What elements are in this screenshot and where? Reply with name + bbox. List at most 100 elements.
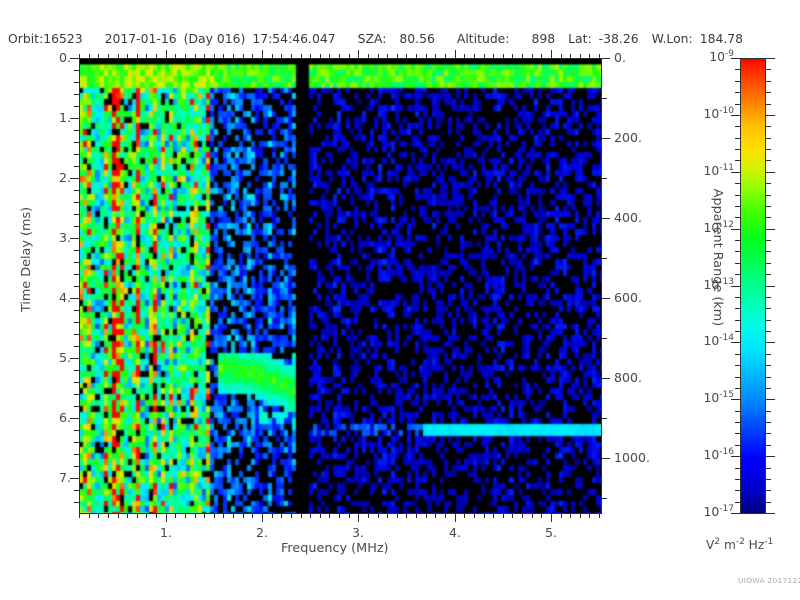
x-axis-minor-tick xyxy=(320,513,321,518)
day-of-year: (Day 016) xyxy=(183,31,246,46)
x-axis-top-tick xyxy=(512,54,513,58)
x-axis-top-tick xyxy=(146,54,147,58)
colorbar-minor-tick-right xyxy=(766,365,771,366)
colorbar-major-tick-left xyxy=(731,229,740,230)
x-axis-minor-tick xyxy=(108,513,109,518)
colorbar-tick-label: 10-14 xyxy=(703,332,734,348)
y-axis-left-minor-tick xyxy=(74,490,79,491)
colorbar-tick-label: 10-15 xyxy=(703,389,734,405)
colorbar-major-tick-right xyxy=(766,58,775,59)
colorbar-major-tick-right xyxy=(766,342,775,343)
x-axis-top-tick xyxy=(435,54,436,58)
altitude-value: 898 xyxy=(531,31,556,46)
y-axis-left-minor-tick xyxy=(74,370,79,371)
x-axis-top-tick xyxy=(127,54,128,58)
y-axis-left-tick-label: 7. xyxy=(58,470,71,485)
x-axis-title: Frequency (MHz) xyxy=(281,541,389,556)
colorbar-minor-tick-right xyxy=(766,69,771,70)
colorbar-minor-tick-right xyxy=(766,377,771,378)
x-axis-minor-tick xyxy=(426,513,427,518)
y-axis-left-minor-tick xyxy=(74,454,79,455)
x-axis-minor-tick xyxy=(397,513,398,518)
colorbar-tick-label: 10-10 xyxy=(703,105,734,121)
colorbar-border-right xyxy=(765,58,766,514)
x-axis-top-tick xyxy=(561,54,562,58)
x-axis-minor-tick xyxy=(127,513,128,518)
colorbar-minor-tick-left xyxy=(735,104,740,105)
x-axis-minor-tick xyxy=(464,513,465,518)
colorbar-minor-tick-right xyxy=(766,263,771,264)
colorbar-minor-tick-left xyxy=(735,69,740,70)
x-axis-minor-tick xyxy=(339,513,340,518)
y-axis-left-tick-label: 5. xyxy=(58,350,71,365)
y-axis-left-minor-tick xyxy=(74,190,79,191)
x-axis-top-tick xyxy=(98,54,99,58)
colorbar-border-left xyxy=(740,58,741,514)
colorbar-minor-tick-left xyxy=(735,263,740,264)
y-axis-left-minor-tick xyxy=(74,250,79,251)
colorbar-minor-tick-right xyxy=(766,195,771,196)
y-axis-right-minor-tick xyxy=(601,498,607,499)
colorbar-minor-tick-right xyxy=(766,445,771,446)
y-axis-right-title: Apparent Range (km) xyxy=(710,188,726,327)
colorbar-minor-tick-left xyxy=(735,422,740,423)
x-axis-top-tick xyxy=(580,54,581,58)
x-axis-top-tick xyxy=(166,50,167,58)
x-axis-minor-tick xyxy=(118,513,119,518)
colorbar-tick-label: 10-13 xyxy=(703,276,734,292)
y-axis-left-minor-tick xyxy=(74,130,79,131)
y-axis-right-major-tick xyxy=(601,138,610,139)
colorbar-tick-label: 10-11 xyxy=(703,162,734,178)
colorbar-minor-tick-left xyxy=(735,183,740,184)
colorbar-minor-tick-left xyxy=(735,433,740,434)
x-axis-minor-tick xyxy=(387,513,388,518)
y-axis-left-minor-tick xyxy=(74,70,79,71)
x-axis-top-tick xyxy=(204,54,205,58)
y-axis-left-minor-tick xyxy=(74,310,79,311)
y-axis-right-minor-tick xyxy=(601,258,607,259)
colorbar-minor-tick-left xyxy=(735,217,740,218)
colorbar-minor-tick-left xyxy=(735,206,740,207)
x-axis-top-tick xyxy=(175,54,176,58)
y-axis-left-minor-tick xyxy=(74,502,79,503)
x-axis-top-tick xyxy=(551,50,552,58)
colorbar-minor-tick-left xyxy=(735,92,740,93)
y-axis-left-minor-tick xyxy=(74,334,79,335)
lat-value: -38.26 xyxy=(598,31,639,46)
colorbar-minor-tick-right xyxy=(766,468,771,469)
colorbar-minor-tick-left xyxy=(735,251,740,252)
colorbar-border-bottom xyxy=(740,513,766,514)
colorbar-tick-label: 10-9 xyxy=(709,48,734,64)
colorbar-minor-tick-right xyxy=(766,502,771,503)
x-axis-minor-tick xyxy=(512,513,513,518)
plot-border-right xyxy=(601,58,602,514)
x-axis-minor-tick xyxy=(98,513,99,518)
x-axis-tick-label: 3. xyxy=(351,525,365,540)
colorbar-major-tick-right xyxy=(766,399,775,400)
colorbar-minor-tick-left xyxy=(735,354,740,355)
colorbar-minor-tick-right xyxy=(766,479,771,480)
y-axis-left-minor-tick xyxy=(74,442,79,443)
colorbar-minor-tick-right xyxy=(766,490,771,491)
y-axis-right-minor-tick xyxy=(601,418,607,419)
y-axis-right-tick-label: 200. xyxy=(614,130,643,145)
x-axis-top-tick xyxy=(291,54,292,58)
colorbar-minor-tick-left xyxy=(735,274,740,275)
y-axis-right-tick-label: 600. xyxy=(614,290,643,305)
y-axis-left-minor-tick xyxy=(74,322,79,323)
y-axis-left-tick-label: 2. xyxy=(58,170,71,185)
x-axis-minor-tick xyxy=(185,513,186,518)
x-axis-top-tick xyxy=(493,54,494,58)
colorbar-minor-tick-left xyxy=(735,195,740,196)
colorbar-major-tick-right xyxy=(766,115,775,116)
x-axis-top-tick xyxy=(243,54,244,58)
plot-border-left xyxy=(79,58,80,514)
colorbar-minor-tick-right xyxy=(766,274,771,275)
x-axis-top-tick xyxy=(474,54,475,58)
x-axis-top-tick xyxy=(368,54,369,58)
sza-label: SZA: xyxy=(357,31,387,46)
colorbar-minor-tick-right xyxy=(766,388,771,389)
colorbar-minor-tick-right xyxy=(766,422,771,423)
x-axis-minor-tick xyxy=(146,513,147,518)
y-axis-right-tick-label: 0. xyxy=(614,50,627,65)
